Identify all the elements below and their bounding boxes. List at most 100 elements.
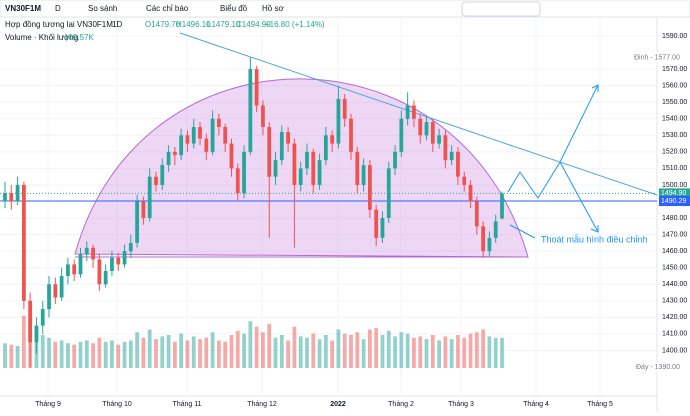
candle-body: [191, 127, 196, 144]
symbol[interactable]: VN30F1M: [5, 4, 41, 13]
toolbar-item[interactable]: Biểu đồ: [220, 4, 248, 13]
volume-bar: [154, 339, 158, 368]
candle-body: [223, 127, 228, 144]
volume-bar: [217, 340, 221, 368]
candle-body: [273, 160, 278, 177]
candle-body: [412, 105, 416, 119]
volume-bar: [179, 333, 184, 368]
y-tick-label: 1550.00: [662, 99, 687, 106]
toolbar-item[interactable]: So sánh: [88, 4, 117, 13]
y-tick-label: 1410.00: [662, 331, 687, 338]
volume-bar: [21, 315, 26, 368]
volume-bar: [468, 333, 473, 368]
volume-bar: [405, 333, 410, 368]
candle-body: [128, 242, 133, 252]
interval[interactable]: D: [55, 4, 61, 13]
y-tick-label: 1570.00: [662, 66, 687, 73]
volume-bar: [97, 337, 102, 368]
volume-bar: [66, 343, 70, 368]
candle-body: [141, 201, 146, 219]
candle-body: [317, 160, 322, 185]
y-tick-label: 1500.00: [662, 182, 687, 189]
volume-value: 109.57K: [64, 33, 94, 42]
candle-body: [386, 168, 391, 219]
candle-body: [424, 122, 429, 136]
volume-bar: [298, 336, 303, 368]
candle-body: [393, 151, 397, 169]
volume-bar: [261, 332, 265, 368]
y-tick-label: 1480.00: [662, 215, 687, 222]
low-label: Đáy - 1390.00: [636, 364, 680, 371]
volume-bar: [374, 328, 379, 368]
volume-bar: [361, 339, 366, 368]
volume-bar: [122, 341, 127, 368]
candle-body: [355, 151, 360, 185]
pattern-dome: [74, 78, 529, 258]
x-tick-label: Tháng 2: [388, 401, 414, 408]
y-tick-label: 1530.00: [662, 132, 687, 139]
volume-bar: [279, 335, 284, 368]
volume-bar: [430, 335, 435, 368]
candle-body: [242, 151, 246, 194]
volume-bar: [355, 332, 360, 368]
drawing-tools[interactable]: [461, 1, 541, 17]
volume-bar: [166, 335, 171, 368]
volume-bar: [305, 337, 309, 368]
candle-body: [336, 98, 341, 144]
x-tick-label: Tháng 5: [587, 401, 613, 408]
volume-bar: [500, 337, 504, 368]
candle-body: [487, 237, 492, 252]
volume-bar: [110, 340, 114, 368]
annotation: Thoát mẫu hình điều chỉnh: [541, 234, 648, 244]
ohlc-value: +16.80 (+1.14%): [265, 20, 325, 29]
candle-body: [59, 275, 64, 298]
ohlc-value: L1479.10: [207, 20, 241, 29]
volume-bar: [91, 343, 95, 368]
candle-body: [9, 193, 14, 202]
candle-body: [367, 165, 372, 210]
y-tick-label: 1520.00: [662, 149, 687, 156]
candle-body: [166, 151, 171, 166]
volume-bar: [317, 339, 322, 368]
volume-bar: [28, 321, 33, 368]
candle-body: [84, 247, 89, 255]
candle-body: [217, 118, 221, 128]
candle-body: [418, 118, 423, 136]
candle-body: [443, 135, 448, 161]
y-tick-label: 1540.00: [662, 116, 687, 123]
high-label: Đỉnh - 1577.00: [634, 53, 680, 61]
volume-bar: [330, 340, 335, 368]
volume-bar: [487, 336, 492, 368]
candle-body: [66, 264, 70, 276]
ohlc-value: O1479.70: [145, 20, 181, 29]
candle-body: [248, 69, 253, 152]
candle-body: [97, 259, 102, 285]
candle-body: [323, 135, 328, 161]
candle-body: [286, 131, 290, 144]
x-tick-label: Tháng 11: [172, 401, 201, 408]
x-tick-label: Tháng 4: [523, 401, 549, 408]
candle-body: [147, 176, 152, 219]
candle-body: [474, 201, 479, 227]
candle-body: [261, 105, 265, 128]
y-tick-label: 1400.00: [662, 347, 687, 354]
candle-body: [500, 193, 504, 219]
toolbar-item[interactable]: Hồ sơ: [262, 4, 284, 13]
last-price-label-box: [659, 188, 690, 199]
candle-body: [40, 309, 45, 326]
candle-body: [449, 151, 454, 161]
toolbar-item[interactable]: Các chỉ báo: [146, 4, 189, 13]
candle-body: [292, 143, 297, 185]
x-tick-label: 2022: [330, 401, 346, 408]
annotation-pointer: [509, 224, 536, 239]
candle-body: [91, 247, 95, 260]
volume-bar: [437, 340, 441, 368]
y-tick-label: 1470.00: [662, 231, 687, 238]
volume-bar: [443, 336, 448, 368]
volume-bar: [204, 337, 209, 368]
candle-body: [430, 122, 435, 144]
trendline: [179, 32, 658, 196]
candle-body: [198, 127, 202, 139]
candle-body: [399, 118, 404, 152]
candle-body: [160, 165, 165, 185]
